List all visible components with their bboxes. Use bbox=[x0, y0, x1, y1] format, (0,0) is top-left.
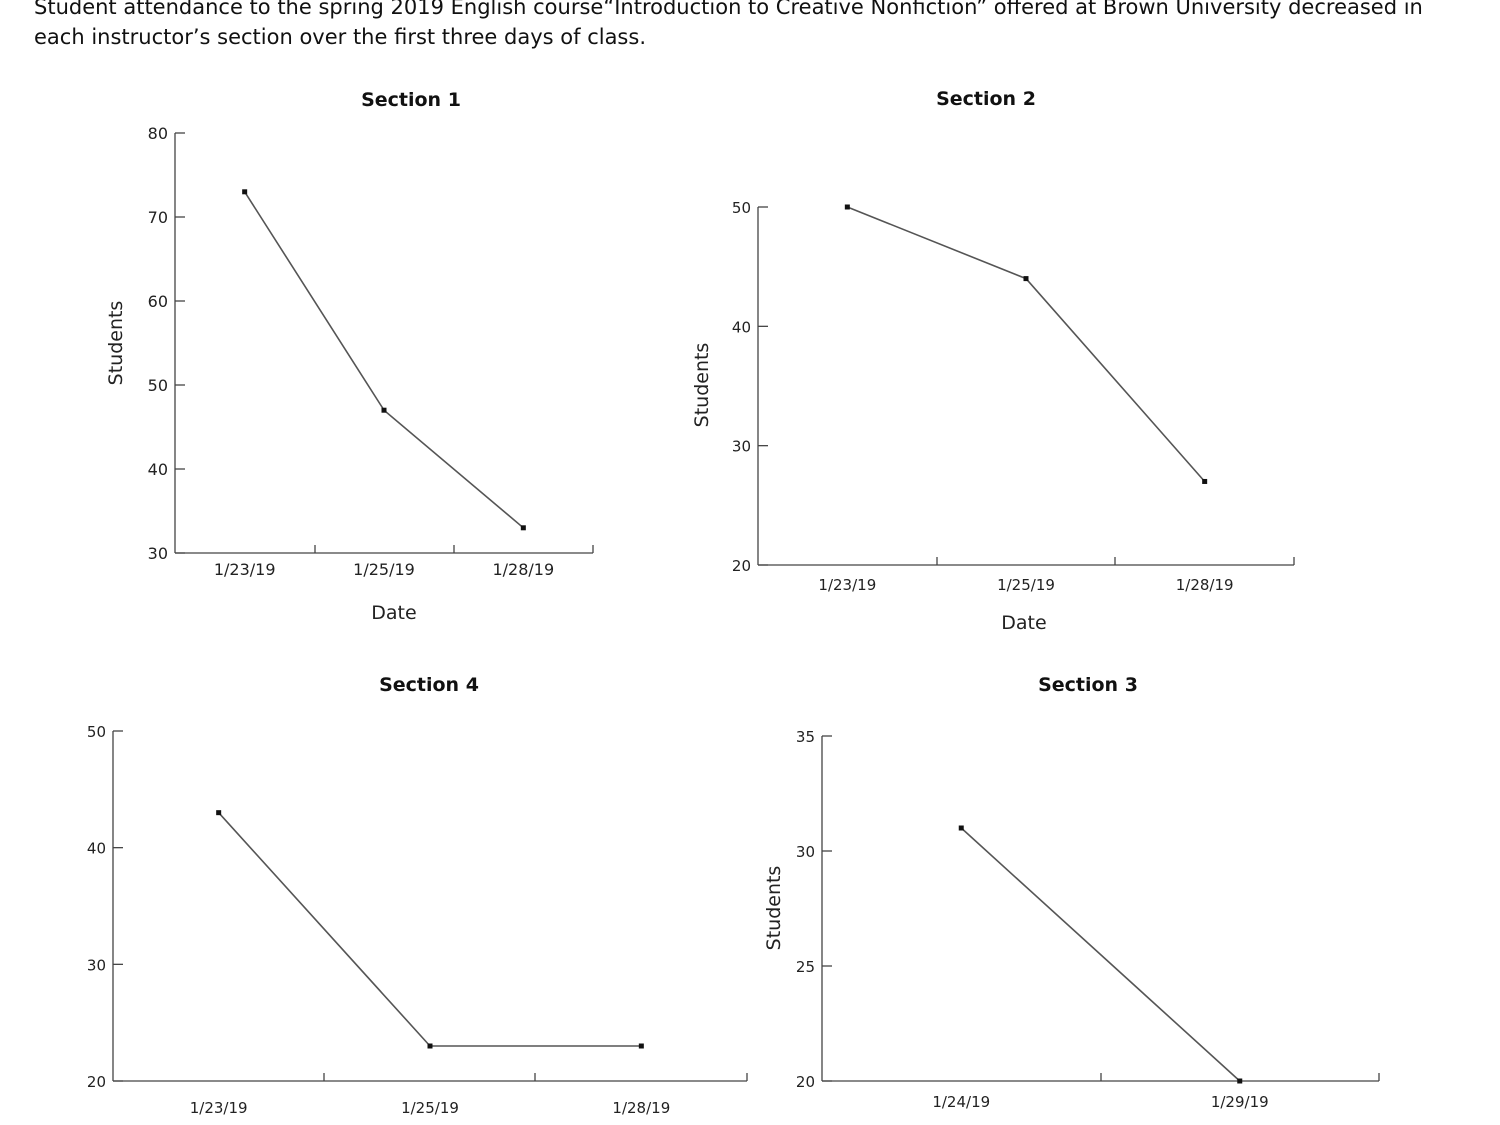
chart-title: Section 3 bbox=[1038, 674, 1138, 696]
x-tick-label: 1/28/19 bbox=[1176, 576, 1234, 594]
y-axis-label: Students bbox=[763, 866, 785, 951]
y-tick-label: 80 bbox=[148, 124, 168, 143]
x-tick-label: 1/25/19 bbox=[401, 1099, 459, 1117]
x-tick-label: 1/25/19 bbox=[997, 576, 1055, 594]
y-axis-label: Students bbox=[691, 343, 713, 428]
y-tick-label: 40 bbox=[87, 840, 106, 858]
y-tick-label: 50 bbox=[148, 376, 168, 395]
x-tick-label: 1/24/19 bbox=[932, 1093, 990, 1111]
chart-title: Section 4 bbox=[379, 674, 479, 696]
data-point bbox=[844, 204, 850, 210]
series-line bbox=[960, 827, 1241, 1082]
data-point bbox=[1023, 276, 1029, 282]
data-point bbox=[381, 407, 387, 413]
data-point bbox=[520, 525, 526, 531]
x-axis-label: Date bbox=[371, 602, 416, 624]
y-tick-label: 40 bbox=[148, 460, 168, 479]
y-tick-label: 20 bbox=[732, 557, 751, 575]
data-point bbox=[242, 189, 248, 195]
data-point bbox=[427, 1043, 433, 1049]
y-tick-label: 50 bbox=[732, 199, 751, 217]
data-point bbox=[1237, 1078, 1243, 1084]
x-axis-label: Date bbox=[1001, 612, 1046, 634]
x-tick-label: 1/28/19 bbox=[492, 560, 554, 579]
y-tick-label: 30 bbox=[148, 544, 168, 563]
y-tick-label: 35 bbox=[796, 728, 815, 746]
y-tick-label: 30 bbox=[732, 438, 751, 456]
y-tick-label: 40 bbox=[732, 318, 751, 336]
data-point bbox=[638, 1043, 644, 1049]
y-tick-label: 20 bbox=[87, 1073, 106, 1091]
chart-title: Section 2 bbox=[936, 88, 1036, 110]
x-tick-label: 1/25/19 bbox=[353, 560, 415, 579]
x-tick-label: 1/23/19 bbox=[214, 560, 276, 579]
y-tick-label: 70 bbox=[148, 208, 168, 227]
x-tick-label: 1/23/19 bbox=[818, 576, 876, 594]
x-tick-label: 1/28/19 bbox=[612, 1099, 670, 1117]
x-tick-label: 1/29/19 bbox=[1211, 1093, 1269, 1111]
y-tick-label: 50 bbox=[87, 723, 106, 741]
y-tick-label: 25 bbox=[796, 958, 815, 976]
figure-caption: Student attendance to the spring 2019 En… bbox=[34, 0, 1423, 49]
x-tick-label: 1/23/19 bbox=[190, 1099, 248, 1117]
y-tick-label: 60 bbox=[148, 292, 168, 311]
y-tick-label: 30 bbox=[796, 843, 815, 861]
y-axis-label: Students bbox=[105, 301, 127, 386]
chart-title: Section 1 bbox=[361, 89, 461, 111]
y-tick-label: 20 bbox=[796, 1073, 815, 1091]
data-point bbox=[1202, 478, 1208, 484]
data-point bbox=[216, 810, 222, 816]
y-tick-label: 30 bbox=[87, 956, 106, 974]
data-point bbox=[958, 825, 964, 831]
